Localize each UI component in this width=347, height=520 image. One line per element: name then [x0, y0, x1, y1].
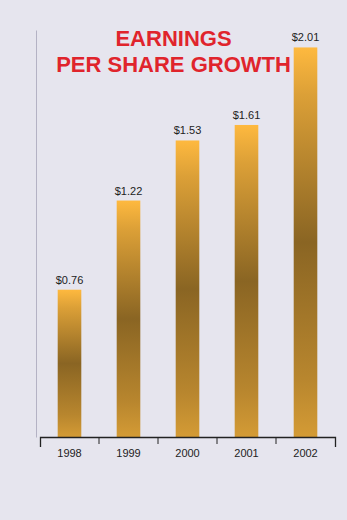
x-tick-label: 2000 [175, 447, 199, 459]
x-tick-label: 2002 [293, 447, 317, 459]
category-divider [217, 437, 218, 444]
bars [58, 47, 318, 437]
category-divider [158, 437, 159, 444]
x-tick: 1998 [57, 437, 81, 459]
bar [176, 140, 200, 437]
x-tick-label: 1999 [116, 447, 140, 459]
bar [117, 201, 141, 437]
category-dividers [99, 437, 276, 444]
x-axis: 1998 1999 2000 2001 2002 [41, 437, 336, 459]
category-divider [276, 437, 277, 444]
data-labels: $0.76 $1.22 $1.53 $1.61 $2.01 [56, 31, 320, 285]
title: EARNINGSPER SHARE GROWTH [56, 26, 291, 77]
x-tick-label: 2001 [234, 447, 258, 459]
y-axis [36, 31, 37, 438]
bar [58, 290, 82, 437]
data-label: $1.53 [174, 124, 202, 136]
x-axis-line [41, 438, 336, 448]
bar [235, 125, 259, 437]
background [0, 0, 347, 520]
category-divider [99, 437, 100, 444]
bar [294, 47, 318, 437]
x-tick: 2000 [175, 437, 199, 459]
x-tick-label: 1998 [57, 447, 81, 459]
x-tick: 2001 [234, 437, 258, 459]
title-line: PER SHARE GROWTH [56, 52, 291, 77]
data-label: $0.76 [56, 274, 84, 286]
data-label: $1.61 [233, 109, 261, 121]
data-label: $2.01 [292, 31, 320, 43]
y-axis-line [36, 31, 37, 438]
x-tick: 2002 [293, 437, 317, 459]
x-tick: 1999 [116, 437, 140, 459]
chart: EARNINGSPER SHARE GROWTH$0.76$1.22$1.53$… [0, 0, 347, 520]
data-label: $1.22 [115, 185, 143, 197]
title-line: EARNINGS [115, 26, 231, 51]
